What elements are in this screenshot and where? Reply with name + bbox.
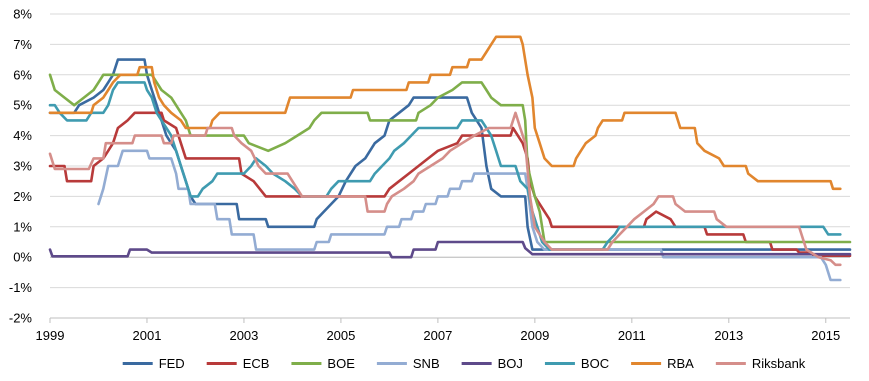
x-tick-label: 1999 [36, 328, 65, 343]
legend-item-boj: BOJ [461, 356, 523, 371]
y-tick-label: 0% [13, 250, 32, 265]
legend-label: FED [159, 356, 185, 371]
x-axis: 1999 2001 2003 2005 2007 2009 2011 2013 2015 [36, 317, 850, 343]
legend-item-ecb: ECB [206, 356, 270, 371]
y-tick-label: 2% [13, 189, 32, 204]
legend-label: BOE [327, 356, 355, 371]
x-tick-label: 2003 [229, 328, 258, 343]
legend-label: BOJ [498, 356, 523, 371]
y-tick-label: 6% [13, 67, 32, 82]
x-tick-label: 2013 [714, 328, 743, 343]
legend-label: ECB [243, 356, 270, 371]
y-tick-label: 8% [13, 7, 32, 22]
legend-item-boc: BOC [544, 356, 609, 371]
legend-item-boe: BOE [291, 356, 355, 371]
series-line-boe [48, 73, 852, 244]
x-tick-label: 2011 [618, 328, 646, 343]
y-tick-label: 4% [13, 128, 32, 143]
series-line-snb [97, 149, 842, 282]
series-line-ecb [48, 111, 852, 257]
y-axis: -2% -1% 0% 1% 2% 3% 4% 5% 6% 7% 8% [9, 7, 33, 326]
series-line-fed [48, 58, 852, 251]
legend: FED ECB BOE SNB BOJ BOC RBA Riksbank [122, 356, 806, 371]
y-tick-label: 1% [13, 219, 32, 234]
legend-item-rba: RBA [631, 356, 694, 371]
y-tick-label: 7% [13, 37, 32, 52]
legend-label: RBA [667, 356, 694, 371]
series-line-rba [48, 35, 842, 191]
legend-item-snb: SNB [376, 356, 440, 371]
legend-label: BOC [581, 356, 609, 371]
x-tick-label: 2009 [520, 328, 549, 343]
series-line-riksbank [48, 111, 842, 267]
series-line-boj [48, 240, 852, 259]
series-lines [48, 35, 852, 282]
x-tick-label: 2007 [423, 328, 452, 343]
y-tick-label: 5% [13, 98, 32, 113]
legend-label: Riksbank [752, 356, 806, 371]
y-tick-label: 3% [13, 159, 32, 174]
legend-item-fed: FED [122, 356, 185, 371]
x-tick-label: 2015 [811, 328, 840, 343]
y-tick-label: -2% [9, 311, 33, 326]
legend-item-riksbank: Riksbank [715, 356, 806, 371]
y-tick-label: -1% [9, 280, 33, 295]
x-tick-label: 2005 [326, 328, 355, 343]
legend-label: SNB [413, 356, 440, 371]
x-tick-label: 2001 [133, 328, 162, 343]
